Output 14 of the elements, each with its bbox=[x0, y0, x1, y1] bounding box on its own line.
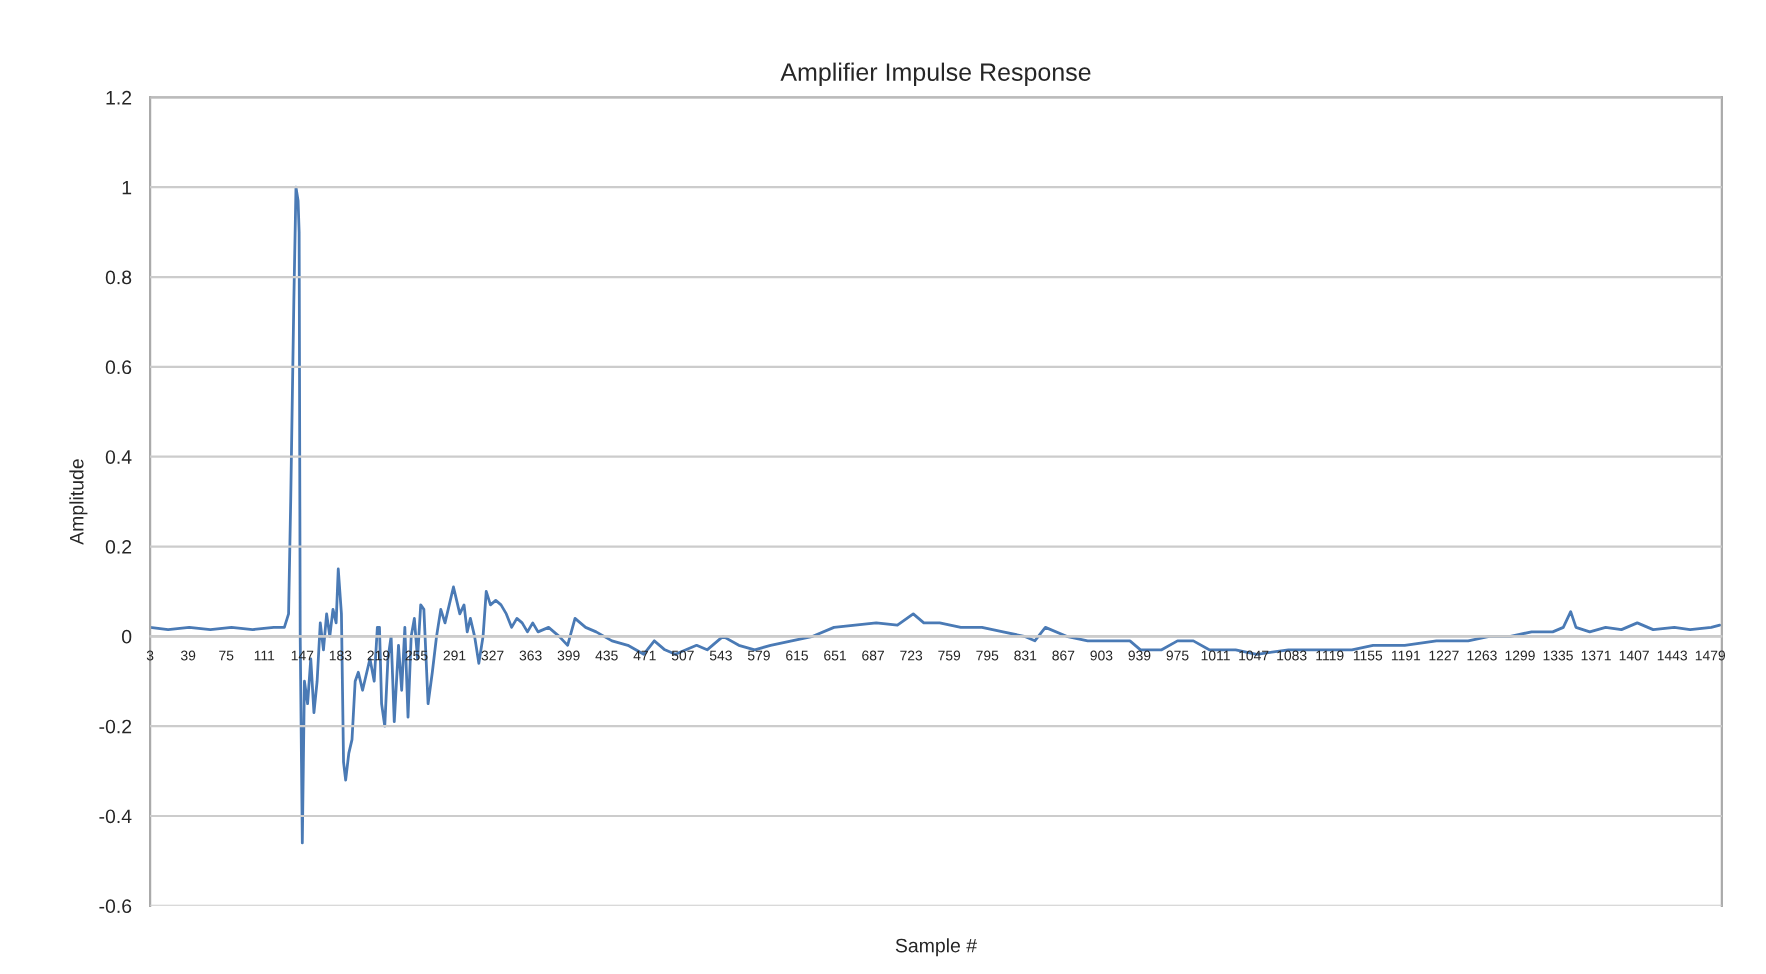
chart-title: Amplifier Impulse Response bbox=[780, 62, 1091, 86]
y-tick-label: 0.6 bbox=[105, 360, 132, 375]
y-tick-label: 0.8 bbox=[105, 270, 132, 285]
y-axis-title: Amplitude bbox=[69, 459, 88, 545]
y-tick-label: 0 bbox=[122, 629, 132, 644]
y-tick-label: 1 bbox=[122, 180, 132, 195]
y-tick-label: 1.2 bbox=[106, 90, 132, 105]
y-tick-label: -0.4 bbox=[99, 809, 132, 824]
y-tick-label: -0.6 bbox=[99, 899, 132, 914]
y-tick-label: -0.2 bbox=[99, 719, 132, 734]
y-tick-label: 0.4 bbox=[105, 450, 132, 464]
x-axis-title: Sample # bbox=[895, 938, 977, 957]
line-series bbox=[150, 185, 1722, 845]
y-tick-label: 0.2 bbox=[105, 539, 132, 554]
